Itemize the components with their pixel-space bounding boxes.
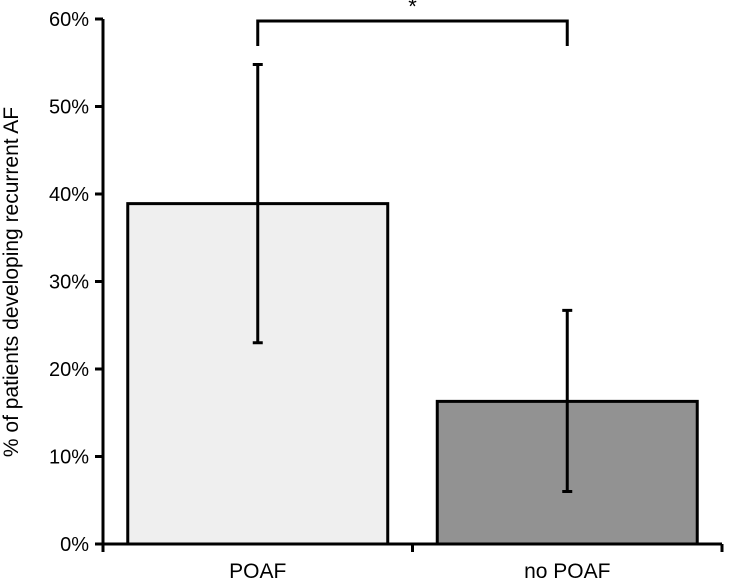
y-axis-label: % of patients developing recurrent AF <box>0 107 23 457</box>
x-tick-label: no POAF <box>524 560 610 583</box>
error-bars <box>252 63 573 493</box>
x-tick-label: POAF <box>229 560 286 583</box>
y-tick-label: 50% <box>49 97 89 119</box>
significance-bracket-line <box>256 19 569 46</box>
y-tick-label: 60% <box>49 9 89 31</box>
x-axis: POAF no POAF <box>101 542 724 583</box>
y-tick-label: 30% <box>49 272 89 294</box>
y-tick-label: 10% <box>49 447 89 469</box>
y-axis: 0% 10% 20% 30% 40% 50% 60% <box>49 9 105 556</box>
significance-label: * <box>408 0 417 19</box>
significance-bracket: * <box>256 0 569 46</box>
y-tick-label: 40% <box>49 184 89 206</box>
bars <box>126 202 699 546</box>
y-tick-label: 0% <box>60 534 89 556</box>
y-tick-label: 20% <box>49 359 89 381</box>
